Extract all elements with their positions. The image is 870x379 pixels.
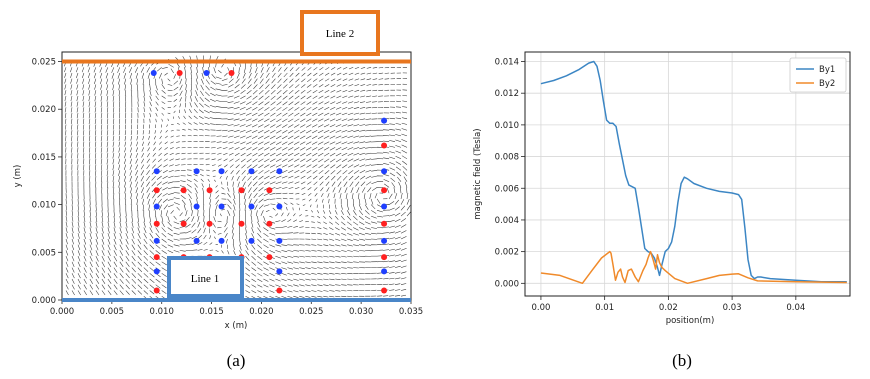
blue-point xyxy=(193,203,200,210)
y-tick-label-b: 0.014 xyxy=(495,58,519,68)
x-tick-label-a: 0.035 xyxy=(399,307,423,317)
x-tick-label-a: 0.030 xyxy=(349,307,373,317)
red-point xyxy=(276,287,283,294)
plot-a-ticks: 0.000 0.005 0.010 0.015 0.020 0.025 0.030 0.035… xyxy=(32,58,424,317)
legend-box xyxy=(789,57,847,93)
blue-point xyxy=(153,237,160,244)
blue-point xyxy=(381,268,388,275)
series-line-by2 xyxy=(540,250,847,285)
line-1-label: Line 1 xyxy=(191,273,219,285)
blue-point xyxy=(381,203,388,210)
legend: By1 By2 xyxy=(789,57,847,93)
plot-b-ticks: 0.00 0.01 0.02 0.03 0.04 0.000 0.002 0.004 0.006… xyxy=(495,58,806,313)
y-tick-label-a: 0.025 xyxy=(32,58,56,68)
red-point xyxy=(153,287,160,294)
blue-point xyxy=(193,237,200,244)
red-point xyxy=(266,187,273,194)
x-tick-label-a: 0.000 xyxy=(50,307,74,317)
x-tick-label-b: 0.00 xyxy=(531,303,550,313)
line-2-box xyxy=(300,10,380,56)
y-axis-label-a: y (m) xyxy=(13,165,23,188)
x-tick-label-a: 0.015 xyxy=(199,307,223,317)
red-point xyxy=(381,287,388,294)
red-point xyxy=(153,220,160,227)
blue-point xyxy=(276,237,283,244)
y-tick-label-a: 0.020 xyxy=(32,105,56,115)
x-axis-label-a: x (m) xyxy=(225,321,248,331)
x-tick-label-a: 0.025 xyxy=(299,307,323,317)
red-point xyxy=(206,220,213,227)
blue-point xyxy=(248,168,255,175)
x-tick-label-a: 0.020 xyxy=(249,307,273,317)
red-point xyxy=(238,187,245,194)
x-tick-label-b: 0.03 xyxy=(723,303,742,313)
y-tick-label-b: 0.008 xyxy=(495,153,519,163)
blue-point xyxy=(218,237,225,244)
x-tick-label-b: 0.01 xyxy=(595,303,614,313)
red-point xyxy=(381,142,388,149)
blue-point xyxy=(150,69,157,76)
red-point xyxy=(153,187,160,194)
blue-point xyxy=(203,69,210,76)
blue-point xyxy=(276,268,283,275)
x-axis-label-b: position(m) xyxy=(666,316,715,326)
caption-b: (b) xyxy=(672,351,692,370)
blue-point xyxy=(153,203,160,210)
blue-point xyxy=(276,203,283,210)
red-point xyxy=(238,220,245,227)
red-point xyxy=(206,187,213,194)
blue-point xyxy=(381,168,388,175)
x-tick-label-a: 0.010 xyxy=(150,307,174,317)
y-tick-label-b: 0.002 xyxy=(495,248,519,258)
line-1-box xyxy=(167,256,244,298)
caption-a: (a) xyxy=(227,351,246,370)
vector-arrows xyxy=(64,55,412,301)
red-point xyxy=(176,69,183,76)
vector-field-plot: 0.000 0.005 0.010 0.015 0.020 0.025 0.030 0.035… xyxy=(13,10,424,370)
y-tick-label-b: 0.012 xyxy=(495,89,519,99)
blue-point xyxy=(381,237,388,244)
x-tick-label-b: 0.02 xyxy=(659,303,678,313)
y-tick-label-a: 0.010 xyxy=(32,201,56,211)
red-point xyxy=(381,187,388,194)
red-point xyxy=(381,220,388,227)
y-tick-label-a: 0.000 xyxy=(32,296,56,306)
legend-label-by1: By1 xyxy=(819,65,835,75)
red-point xyxy=(381,254,388,261)
magnetic-field-line-chart: 0.00 0.01 0.02 0.03 0.04 0.000 0.002 0.004 0.006… xyxy=(473,51,851,370)
blue-point xyxy=(193,168,200,175)
blue-point xyxy=(381,117,388,124)
plot-a-points xyxy=(150,69,388,294)
red-point xyxy=(266,254,273,261)
blue-point xyxy=(276,168,283,175)
red-point xyxy=(266,220,273,227)
red-point xyxy=(153,254,160,261)
blue-point xyxy=(153,168,160,175)
blue-point xyxy=(218,203,225,210)
legend-label-by2: By2 xyxy=(819,79,835,89)
y-axis-label-b: magnetic field (Tesla) xyxy=(473,128,483,219)
x-tick-label-b: 0.04 xyxy=(786,303,805,313)
y-tick-label-b: 0.006 xyxy=(495,184,519,194)
plot-b-frame xyxy=(524,51,851,297)
red-point xyxy=(228,69,235,76)
blue-point xyxy=(153,268,160,275)
blue-point xyxy=(248,203,255,210)
red-point xyxy=(180,220,187,227)
y-tick-label-b: 0.010 xyxy=(495,121,519,131)
x-tick-label-a: 0.005 xyxy=(100,307,124,317)
blue-point xyxy=(218,168,225,175)
line-2-label: Line 2 xyxy=(326,28,354,40)
y-tick-label-b: 0.000 xyxy=(495,279,519,289)
blue-point xyxy=(248,237,255,244)
vector-arrow-paths xyxy=(64,55,412,301)
plot-b-series xyxy=(540,60,847,285)
series-line-by1 xyxy=(540,60,847,283)
y-tick-label-a: 0.005 xyxy=(32,248,56,258)
y-tick-label-a: 0.015 xyxy=(32,153,56,163)
red-point xyxy=(180,187,187,194)
y-tick-label-b: 0.004 xyxy=(495,216,519,226)
